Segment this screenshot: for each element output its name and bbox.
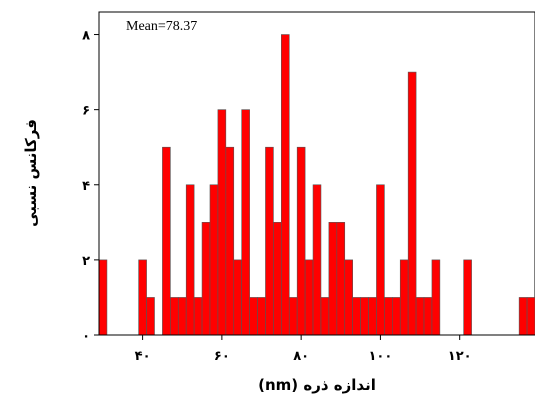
histogram-bar bbox=[177, 297, 187, 336]
histogram-bar bbox=[423, 297, 433, 336]
x-tick-label: ۱۰۰ bbox=[369, 349, 393, 364]
axes-layer: ۰ ۲ ۴ ۶ ۸ ۴۰ ۶۰ ۸۰ ۱۰۰ ۱۲۰ bbox=[82, 12, 535, 364]
histogram-bar bbox=[162, 146, 171, 336]
y-tick-label: ۴ bbox=[82, 179, 90, 194]
histogram-bar bbox=[384, 297, 393, 336]
histogram-bar bbox=[241, 109, 250, 336]
histogram-bar bbox=[201, 222, 211, 336]
histogram-bar bbox=[296, 146, 306, 336]
histogram-bar bbox=[146, 297, 155, 336]
histogram-bar bbox=[312, 184, 322, 336]
histogram-bar bbox=[392, 297, 401, 336]
x-tick-label: ۸۰ bbox=[293, 349, 309, 364]
histogram-bar bbox=[526, 297, 535, 336]
histogram-bar bbox=[328, 222, 338, 336]
histogram-bar bbox=[288, 297, 298, 336]
y-axis-title: فرکانس نسبی bbox=[22, 119, 40, 227]
histogram-bar bbox=[304, 259, 314, 336]
histogram-bar bbox=[320, 297, 330, 336]
histogram-bar bbox=[257, 297, 266, 336]
histogram-bar bbox=[376, 184, 385, 336]
histogram-bar bbox=[336, 222, 346, 336]
histogram-bar bbox=[193, 297, 203, 336]
histogram-bar bbox=[249, 297, 258, 336]
histogram-bar bbox=[209, 184, 219, 336]
x-tick-label: ۱۲۰ bbox=[448, 349, 472, 364]
y-tick-label: ۰ bbox=[82, 329, 90, 344]
histogram-bar bbox=[98, 259, 108, 336]
histogram-bar bbox=[431, 259, 441, 336]
histogram-bar bbox=[281, 34, 290, 336]
x-axis-title: اندازه ذره (nm) bbox=[258, 376, 376, 394]
histogram-bar bbox=[399, 259, 409, 336]
y-tick-label: ۸ bbox=[82, 29, 90, 44]
histogram-bar bbox=[463, 259, 472, 336]
histogram-bar bbox=[217, 109, 227, 336]
histogram-bar bbox=[407, 71, 417, 336]
histogram-bar bbox=[344, 259, 353, 336]
histogram-bar bbox=[170, 297, 179, 336]
x-tick-label: ۴۰ bbox=[135, 349, 151, 364]
histogram-bar bbox=[352, 297, 361, 336]
histogram-bar bbox=[273, 222, 282, 336]
histogram-bar bbox=[368, 297, 377, 336]
histogram-bar bbox=[185, 184, 195, 336]
mean-annotation: Mean=78.37 bbox=[126, 19, 197, 34]
histogram-bar bbox=[518, 297, 528, 336]
histogram-bar bbox=[138, 259, 147, 336]
histogram-bar bbox=[233, 259, 242, 336]
x-tick-label: ۶۰ bbox=[214, 349, 230, 364]
y-tick-label: ۶ bbox=[82, 104, 90, 119]
histogram-bar bbox=[265, 146, 274, 336]
y-tick-label: ۲ bbox=[82, 254, 90, 269]
histogram-bar bbox=[415, 297, 425, 336]
histogram-bar bbox=[225, 146, 235, 336]
histogram-bar bbox=[360, 297, 369, 336]
